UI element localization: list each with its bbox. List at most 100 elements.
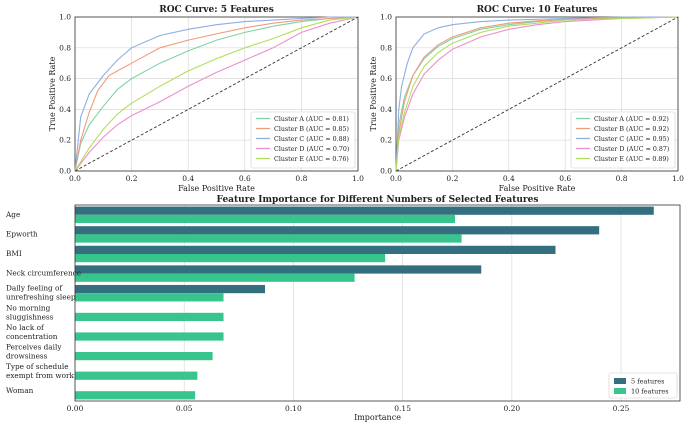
diagonal-reference-line: [395, 16, 679, 172]
roc-chart-5-features: 0.0 0.2 0.4 0.6 0.8 1.0 0.0 0.2 0.4 0.6 0.8 1.0 ROC …: [48, 5, 364, 193]
roc-line-cluster-d: [395, 16, 679, 172]
category-label: Perceives daily drowsiness: [6, 343, 62, 361]
legend-label: Cluster C (AUC = 0.88): [274, 136, 349, 143]
roc-chart-10-features: 0.0 0.2 0.4 0.6 0.8 1.0 0.0 0.2 0.4 0.6 0.8 1.0 ROC …: [369, 5, 684, 193]
category-label: No lack of concentration: [6, 323, 58, 341]
legend-swatch: [614, 388, 626, 394]
y-axis-label: True Positive Rate: [48, 56, 57, 131]
bar-ten: [75, 332, 224, 341]
bar-five: [75, 245, 556, 254]
category-label: Epworth: [6, 229, 38, 238]
chart-title: ROC Curve: 10 Features: [477, 5, 598, 15]
y-axis-label: True Positive Rate: [369, 56, 378, 131]
category-label-line: Neck circumference: [6, 269, 81, 278]
y-tick-label: 0.2: [59, 136, 71, 145]
category-label-line: drowsiness: [6, 352, 48, 361]
x-tick-label: 0.6: [559, 174, 571, 183]
plot-frame: [395, 16, 679, 172]
category-label: Woman: [6, 386, 34, 395]
bar-ten: [75, 391, 196, 400]
legend-label: Cluster C (AUC = 0.95): [594, 136, 669, 143]
bar-five: [75, 206, 654, 215]
x-tick-label: 0.20: [503, 404, 520, 413]
bar-ten: [75, 352, 213, 361]
x-tick-label: 0.15: [394, 404, 411, 413]
category-label-line: Daily feeling of: [6, 284, 63, 293]
legend-label: Cluster D (AUC = 0.70): [274, 146, 349, 153]
x-tick-label: 0.8: [616, 174, 628, 183]
x-tick-label: 0.8: [295, 174, 307, 183]
roc-line-cluster-b: [395, 16, 679, 172]
feature-importance-chart: 0.00 0.05 0.10 0.15 0.20 0.25 Age Epworth BMI Nec…: [5, 195, 681, 422]
roc-line-cluster-b: [74, 16, 359, 172]
y-tick-label: 0.4: [59, 105, 71, 114]
y-tick-label: 0.0: [380, 167, 392, 176]
category-label-line: BMI: [6, 249, 22, 258]
roc-line-cluster-c: [74, 16, 358, 172]
x-tick-label: 0.2: [446, 174, 458, 183]
bar-ten: [75, 273, 355, 282]
legend-label: Cluster B (AUC = 0.85): [274, 126, 349, 133]
legend: [570, 111, 676, 169]
x-tick-label: 0.6: [239, 174, 251, 183]
roc-line-cluster-c: [395, 16, 678, 172]
category-label-line: Type of schedule: [6, 362, 69, 371]
legend-label: Cluster B (AUC = 0.92): [594, 126, 669, 133]
x-tick-label: 1.0: [352, 174, 364, 183]
legend-label: Cluster E (AUC = 0.89): [594, 156, 669, 163]
category-label: Age: [5, 210, 20, 219]
x-tick-label: 0.05: [176, 404, 193, 413]
category-label-line: Age: [5, 210, 20, 219]
category-label: Type of schedule exempt from work: [6, 362, 75, 380]
chart-title: ROC Curve: 5 Features: [159, 5, 274, 15]
x-tick-label: 0.4: [182, 174, 194, 183]
y-tick-label: 1.0: [59, 13, 71, 22]
category-label-line: Perceives daily: [6, 343, 62, 352]
category-label-line: unrefreshing sleep: [6, 293, 76, 302]
legend-label: Cluster A (AUC = 0.92): [594, 116, 669, 123]
x-tick-label: 0.0: [69, 174, 81, 183]
bar-five: [75, 226, 600, 235]
legend-label: Cluster A (AUC = 0.81): [274, 116, 349, 123]
category-label-line: No lack of: [6, 323, 45, 332]
category-label: BMI: [6, 249, 22, 258]
category-label-line: concentration: [6, 332, 58, 341]
legend: [250, 111, 356, 169]
x-axis-label: False Positive Rate: [499, 184, 576, 193]
legend-label: 5 features: [631, 378, 664, 386]
plot-frame: [74, 16, 359, 172]
bar-five: [75, 284, 266, 294]
legend-label: 10 features: [631, 388, 669, 396]
x-axis-label: False Positive Rate: [178, 184, 255, 193]
y-tick-label: 0.8: [380, 43, 392, 52]
category-label-line: No morning: [6, 303, 51, 312]
roc-line-cluster-e: [74, 16, 359, 172]
x-tick-label: 0.0: [390, 174, 402, 183]
bar-ten: [75, 214, 456, 224]
bar-ten: [75, 293, 224, 302]
bar-five: [75, 265, 482, 274]
x-tick-label: 0.25: [613, 404, 630, 413]
category-label-line: Epworth: [6, 229, 38, 238]
y-tick-label: 0.6: [380, 74, 392, 83]
roc-line-cluster-d: [74, 16, 359, 172]
category-label-line: Woman: [6, 386, 34, 395]
legend-swatch: [614, 378, 626, 384]
x-tick-label: 0.2: [126, 174, 138, 183]
bar-ten: [75, 312, 224, 322]
y-tick-label: 0.2: [380, 136, 392, 145]
legend-label: Cluster D (AUC = 0.87): [594, 146, 669, 153]
category-label: Daily feeling of unrefreshing sleep: [6, 284, 76, 302]
category-label: Neck circumference: [6, 269, 81, 278]
legend-label: Cluster E (AUC = 0.76): [274, 156, 349, 163]
roc-line-cluster-e: [395, 16, 679, 172]
bar-ten: [75, 234, 462, 243]
x-tick-label: 0.00: [67, 404, 84, 413]
category-label-line: sluggishness: [6, 312, 54, 321]
roc-line-cluster-a: [74, 16, 359, 172]
y-tick-label: 0.4: [380, 105, 392, 114]
y-tick-label: 0.8: [59, 43, 71, 52]
x-tick-label: 1.0: [672, 174, 684, 183]
diagonal-reference-line: [74, 16, 359, 172]
